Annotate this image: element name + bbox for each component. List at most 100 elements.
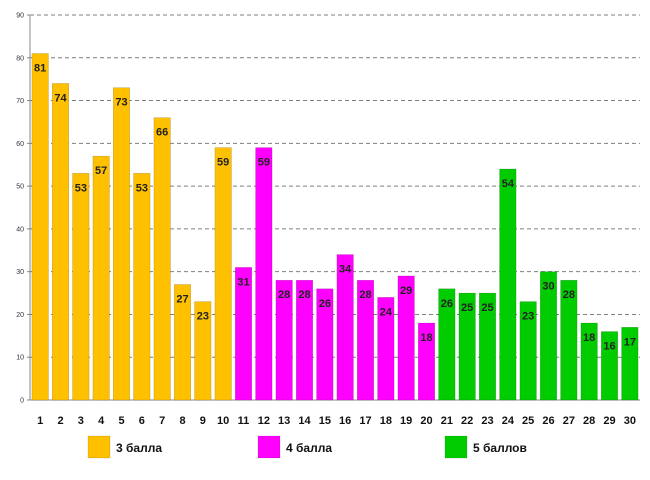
data-labels: 81 74 53 57 73 53 66 27 23 59 31 59 28 28 26 34 28 24 29 18…: [34, 63, 636, 353]
y-tick-label-90: 90: [16, 13, 24, 20]
y-tick-label-60: 60: [16, 141, 24, 148]
data-label-21: 26: [441, 298, 453, 310]
x-tick-label-27: 27: [563, 415, 575, 427]
data-label-15: 26: [319, 298, 331, 310]
legend-label-1: 3 балла: [116, 441, 162, 455]
x-tick-label-11: 11: [238, 415, 250, 427]
bar-7: [153, 117, 171, 401]
bar-23: [479, 292, 496, 401]
x-tick-label-29: 29: [603, 415, 615, 427]
axes: [27, 14, 640, 401]
data-label-16: 34: [339, 264, 352, 276]
data-label-4: 57: [95, 165, 107, 177]
x-tick-label-25: 25: [522, 415, 534, 427]
bar-12: [255, 147, 273, 401]
x-tick-label-22: 22: [461, 415, 473, 427]
x-tick-label-20: 20: [420, 415, 432, 427]
bar-9: [194, 301, 212, 401]
bar-21: [438, 288, 456, 401]
bar-25: [519, 301, 537, 401]
y-tick-label-50: 50: [16, 184, 24, 191]
legend-swatch-1: [87, 435, 111, 459]
bar-5: [113, 87, 130, 401]
bar-14: [296, 279, 313, 401]
data-label-2: 74: [54, 92, 67, 104]
bar-2: [52, 83, 69, 401]
x-tick-label-5: 5: [118, 415, 124, 427]
bar-16: [336, 254, 354, 401]
bar-26: [540, 271, 557, 401]
data-label-26: 30: [542, 281, 554, 293]
x-tick-label-23: 23: [481, 415, 493, 427]
data-label-9: 23: [197, 311, 209, 323]
data-label-20: 18: [420, 332, 432, 344]
x-tick-label-6: 6: [139, 415, 145, 427]
bar-20: [418, 322, 435, 401]
data-label-13: 28: [278, 289, 290, 301]
x-tick-label-14: 14: [298, 415, 311, 427]
x-tick-label-8: 8: [179, 415, 185, 427]
bar-13: [275, 279, 293, 401]
x-tick-label-2: 2: [57, 415, 63, 427]
x-tick-label-10: 10: [217, 415, 229, 427]
data-label-22: 25: [461, 302, 473, 314]
x-tick-label-13: 13: [278, 415, 290, 427]
x-tick-label-21: 21: [441, 415, 453, 427]
y-tick-label-30: 30: [16, 269, 24, 276]
data-label-3: 53: [75, 182, 87, 194]
x-tick-label-30: 30: [624, 415, 636, 427]
bar-24: [499, 168, 517, 401]
x-tick-label-4: 4: [98, 415, 105, 427]
x-tick-label-16: 16: [339, 415, 351, 427]
data-label-8: 27: [176, 294, 188, 306]
data-label-29: 16: [603, 341, 615, 353]
x-tick-label-18: 18: [380, 415, 392, 427]
y-tick-label-40: 40: [16, 226, 24, 233]
bar-30: [621, 327, 639, 401]
bar-28: [580, 322, 598, 401]
legend-label-2: 4 балла: [286, 441, 332, 455]
y-tick-label-70: 70: [16, 98, 24, 105]
data-label-7: 66: [156, 127, 168, 139]
bar-27: [560, 279, 578, 401]
x-tick-label-28: 28: [583, 415, 595, 427]
data-label-23: 25: [481, 302, 493, 314]
bar-1: [31, 53, 49, 401]
x-tick-label-3: 3: [78, 415, 84, 427]
x-tick-label-24: 24: [502, 415, 515, 427]
legend-swatch-2: [257, 435, 281, 459]
x-tick-label-9: 9: [200, 415, 206, 427]
y-tick-labels: 0 10 20 30 40 50 60 70 80 90: [16, 13, 24, 405]
data-label-28: 18: [583, 332, 595, 344]
data-label-14: 28: [298, 289, 310, 301]
x-tick-label-15: 15: [319, 415, 331, 427]
bar-19: [397, 275, 415, 401]
x-tick-label-17: 17: [359, 415, 371, 427]
bar-8: [174, 284, 191, 401]
legend: 3 балла 4 балла 5 баллов: [87, 435, 527, 459]
data-label-30: 17: [624, 336, 636, 348]
data-label-25: 23: [522, 311, 534, 323]
data-label-12: 59: [258, 157, 270, 169]
data-label-6: 53: [136, 182, 148, 194]
bar-10: [214, 147, 232, 401]
y-tick-label-10: 10: [16, 355, 24, 362]
bar-11: [235, 267, 252, 401]
bars: [31, 53, 639, 401]
x-tick-label-7: 7: [159, 415, 165, 427]
data-label-1: 81: [34, 63, 46, 75]
legend-label-3: 5 баллов: [473, 441, 527, 455]
bar-4: [92, 155, 110, 401]
bar-3: [72, 173, 90, 401]
y-tick-label-20: 20: [16, 312, 24, 319]
y-tick-label-80: 80: [16, 55, 24, 62]
bar-17: [357, 279, 374, 401]
x-tick-labels: 1 2 3 4 5 6 7 8 9 10 11 12 13 14 15 16 17 18 19 20 21 22 23 24 2…: [37, 415, 636, 427]
data-label-24: 54: [502, 178, 515, 190]
grid-lines: [30, 14, 640, 358]
bar-6: [133, 173, 151, 401]
x-tick-label-1: 1: [37, 415, 43, 427]
y-tick-label-0: 0: [20, 398, 24, 405]
